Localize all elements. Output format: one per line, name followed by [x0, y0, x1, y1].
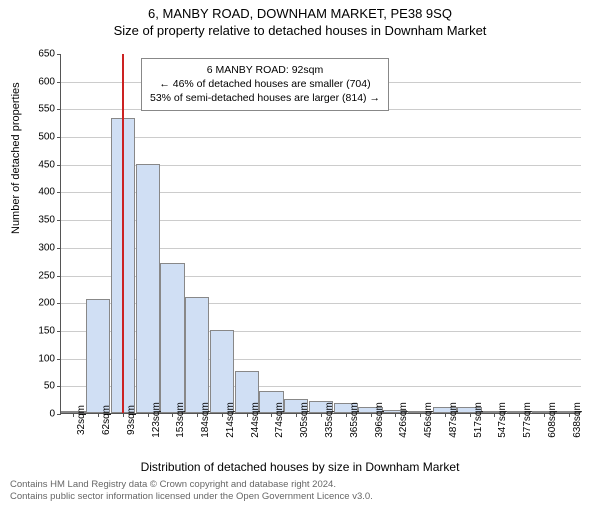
histogram-bar: [210, 330, 234, 413]
xtick-mark: [395, 413, 396, 417]
ytick-mark: [57, 82, 61, 83]
xtick-mark: [470, 413, 471, 417]
ytick-label: 300: [25, 242, 55, 253]
chart-area: 0501001502002503003504004505005506006503…: [60, 54, 580, 414]
ytick-mark: [57, 359, 61, 360]
xtick-label: 517sqm: [473, 402, 484, 438]
xtick-mark: [346, 413, 347, 417]
ytick-label: 50: [25, 381, 55, 392]
ytick-label: 150: [25, 325, 55, 336]
histogram-bar: [86, 299, 110, 413]
xtick-mark: [569, 413, 570, 417]
xtick-label: 93sqm: [126, 405, 137, 435]
gridline: [61, 137, 581, 138]
ytick-mark: [57, 54, 61, 55]
xtick-mark: [544, 413, 545, 417]
ytick-label: 0: [25, 409, 55, 420]
xtick-label: 335sqm: [324, 402, 335, 438]
xtick-label: 456sqm: [423, 402, 434, 438]
ytick-label: 250: [25, 270, 55, 281]
xtick-label: 244sqm: [250, 402, 261, 438]
xtick-mark: [271, 413, 272, 417]
ytick-label: 650: [25, 49, 55, 60]
xtick-label: 577sqm: [522, 402, 533, 438]
ytick-mark: [57, 109, 61, 110]
xtick-mark: [321, 413, 322, 417]
info-box-line-2: ← 46% of detached houses are smaller (70…: [150, 77, 380, 91]
ytick-mark: [57, 414, 61, 415]
ytick-label: 200: [25, 298, 55, 309]
xtick-mark: [98, 413, 99, 417]
ytick-label: 100: [25, 353, 55, 364]
xtick-mark: [197, 413, 198, 417]
property-marker-line: [122, 54, 124, 413]
xtick-mark: [73, 413, 74, 417]
xtick-label: 62sqm: [101, 405, 112, 435]
footer-attribution: Contains HM Land Registry data © Crown c…: [10, 479, 373, 502]
xtick-label: 365sqm: [349, 402, 360, 438]
ytick-mark: [57, 137, 61, 138]
xtick-label: 184sqm: [200, 402, 211, 438]
xtick-mark: [445, 413, 446, 417]
xtick-label: 123sqm: [151, 402, 162, 438]
info-box-line-1: 6 MANBY ROAD: 92sqm: [150, 63, 380, 77]
histogram-bar: [185, 297, 209, 413]
ytick-mark: [57, 331, 61, 332]
xtick-label: 32sqm: [76, 405, 87, 435]
ytick-mark: [57, 248, 61, 249]
xtick-mark: [123, 413, 124, 417]
y-axis-label: Number of detached properties: [10, 82, 22, 234]
ytick-mark: [57, 192, 61, 193]
histogram-bar: [160, 263, 184, 413]
chart-title-main: 6, MANBY ROAD, DOWNHAM MARKET, PE38 9SQ: [0, 6, 600, 21]
xtick-mark: [519, 413, 520, 417]
info-box: 6 MANBY ROAD: 92sqm← 46% of detached hou…: [141, 58, 389, 111]
xtick-mark: [371, 413, 372, 417]
xtick-label: 214sqm: [225, 402, 236, 438]
ytick-label: 350: [25, 215, 55, 226]
ytick-label: 450: [25, 159, 55, 170]
xtick-mark: [172, 413, 173, 417]
xtick-label: 638sqm: [572, 402, 583, 438]
ytick-mark: [57, 220, 61, 221]
xtick-label: 153sqm: [175, 402, 186, 438]
xtick-label: 274sqm: [274, 402, 285, 438]
info-box-line-3: 53% of semi-detached houses are larger (…: [150, 91, 380, 105]
xtick-mark: [296, 413, 297, 417]
chart-title-sub: Size of property relative to detached ho…: [0, 23, 600, 38]
xtick-mark: [148, 413, 149, 417]
ytick-label: 550: [25, 104, 55, 115]
ytick-mark: [57, 276, 61, 277]
xtick-mark: [494, 413, 495, 417]
xtick-mark: [222, 413, 223, 417]
xtick-label: 487sqm: [448, 402, 459, 438]
ytick-mark: [57, 165, 61, 166]
xtick-label: 426sqm: [398, 402, 409, 438]
xtick-label: 608sqm: [547, 402, 558, 438]
ytick-mark: [57, 303, 61, 304]
xtick-mark: [247, 413, 248, 417]
plot-region: 0501001502002503003504004505005506006503…: [60, 54, 580, 414]
xtick-mark: [420, 413, 421, 417]
footer-line-1: Contains HM Land Registry data © Crown c…: [10, 479, 373, 490]
xtick-label: 396sqm: [374, 402, 385, 438]
xtick-label: 305sqm: [299, 402, 310, 438]
x-axis-label: Distribution of detached houses by size …: [0, 460, 600, 474]
xtick-label: 547sqm: [497, 402, 508, 438]
histogram-bar: [136, 164, 160, 413]
ytick-label: 400: [25, 187, 55, 198]
ytick-label: 600: [25, 76, 55, 87]
ytick-mark: [57, 386, 61, 387]
footer-line-2: Contains public sector information licen…: [10, 491, 373, 502]
ytick-label: 500: [25, 132, 55, 143]
